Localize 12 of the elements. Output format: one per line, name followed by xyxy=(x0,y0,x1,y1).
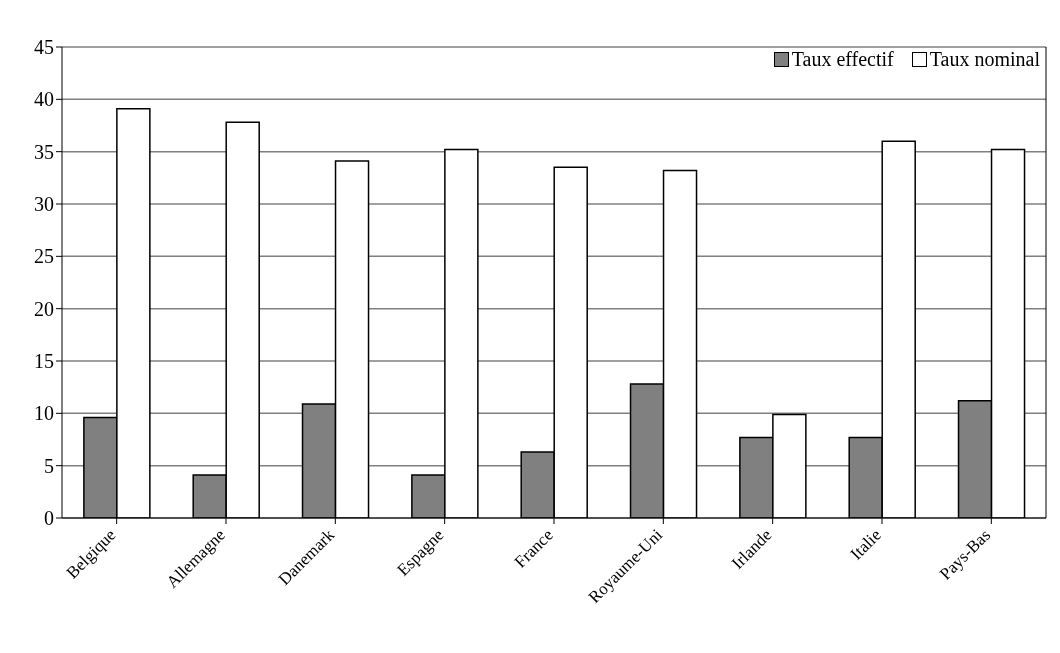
y-tick-label: 45 xyxy=(34,36,54,59)
y-tick-label: 40 xyxy=(34,88,54,111)
y-tick-label: 20 xyxy=(34,297,54,320)
y-tick-label: 15 xyxy=(34,350,54,373)
y-tick-label: 35 xyxy=(34,140,54,163)
y-tick-label: 10 xyxy=(34,402,54,425)
y-tick-label: 30 xyxy=(34,193,54,216)
y-tick-label: 5 xyxy=(44,454,54,477)
y-tick-label: 25 xyxy=(34,245,54,268)
legend-label: Taux nominal xyxy=(928,48,1040,71)
legend-label: Taux effectif xyxy=(790,48,894,71)
y-tick-label: 0 xyxy=(44,507,54,530)
